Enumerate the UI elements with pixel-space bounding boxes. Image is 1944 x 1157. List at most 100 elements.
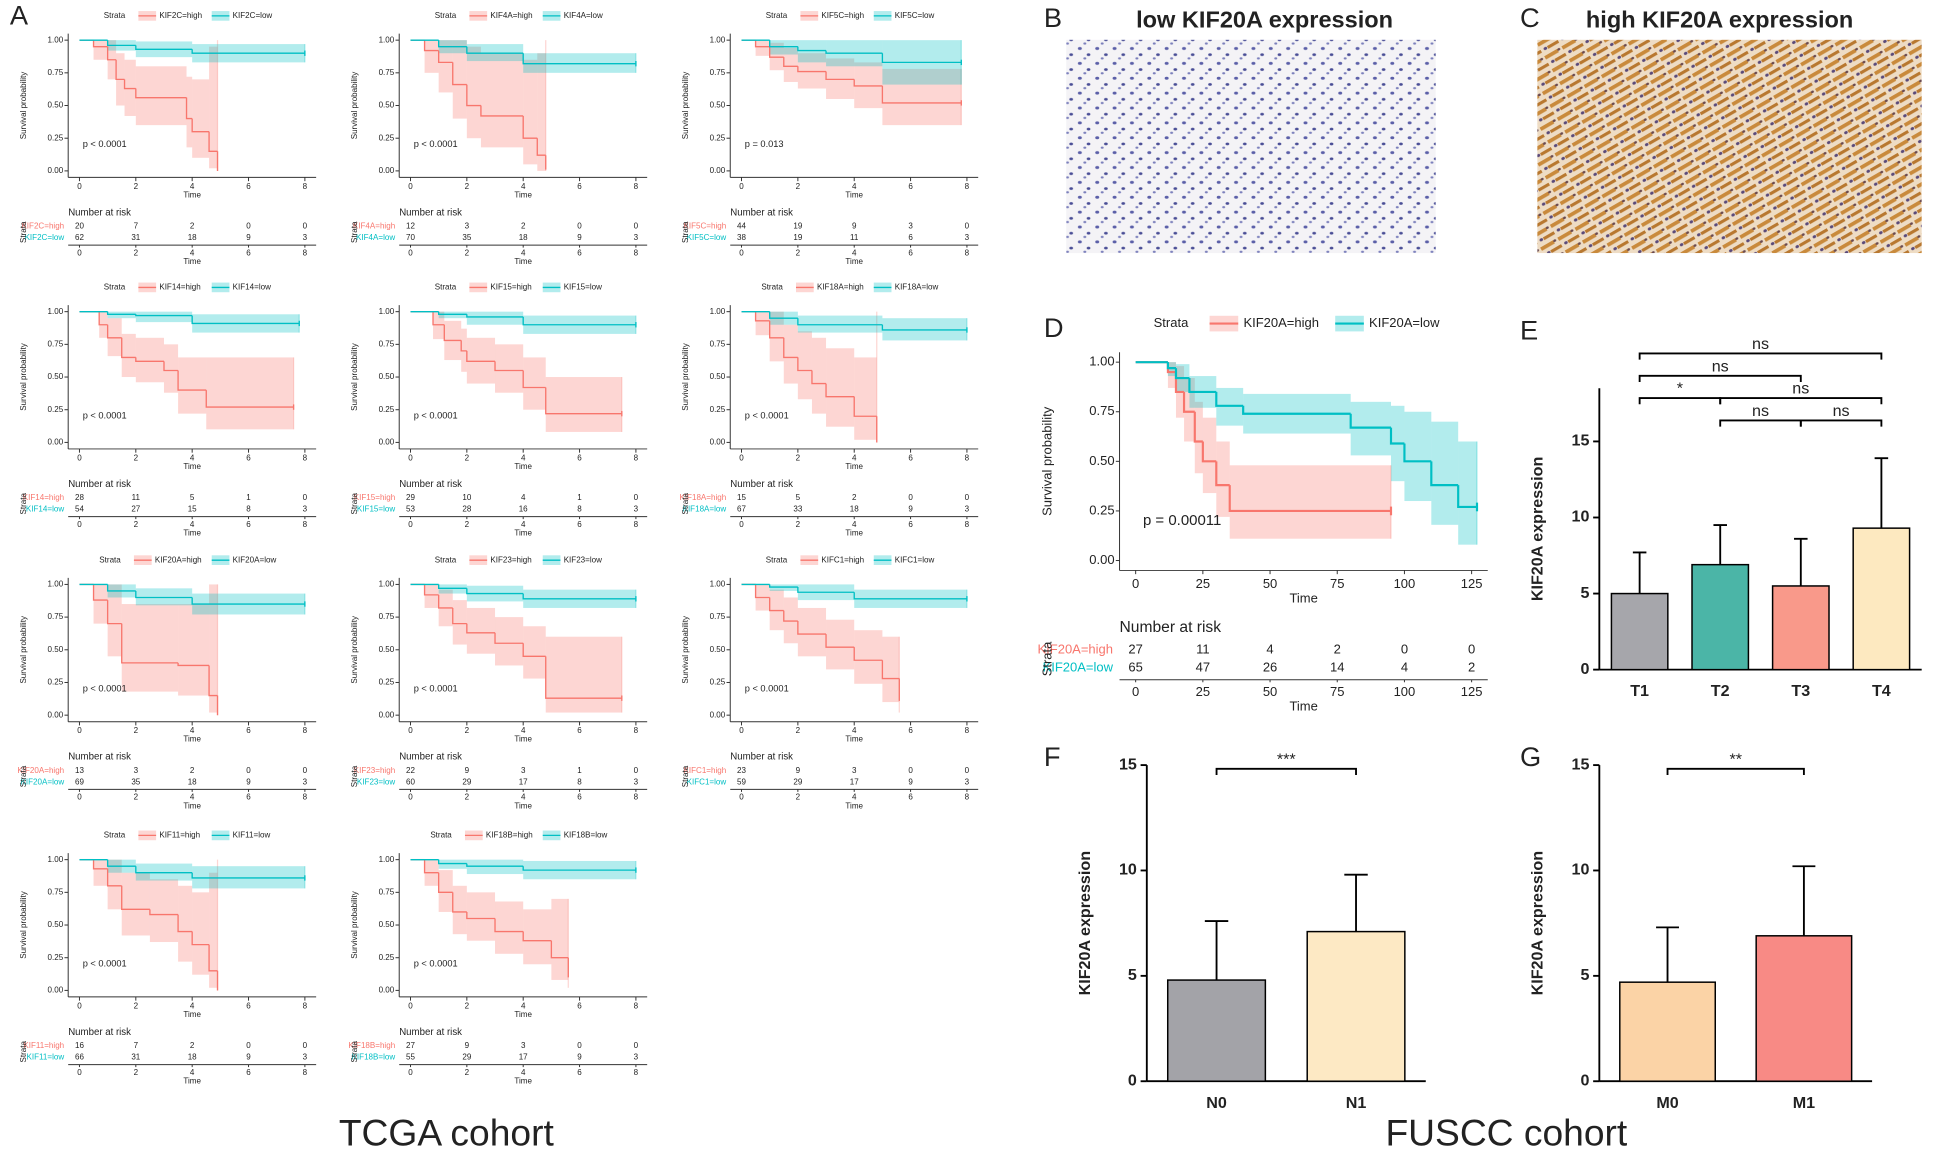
risk-count: 53 — [406, 505, 415, 514]
legend-label: KIFC1=high — [821, 555, 864, 564]
p-value: p < 0.0001 — [83, 959, 127, 969]
x-tick-label: 8 — [303, 182, 308, 191]
significance-label: ** — [1729, 750, 1742, 768]
survival-step — [208, 944, 218, 972]
x-tick-label: 0 — [77, 453, 82, 462]
risk-count: 8 — [577, 505, 582, 514]
risk-table-tick-label: 2 — [134, 1068, 139, 1077]
risk-row-label: KIF15=low — [357, 505, 395, 514]
x-tick-label: 8 — [303, 453, 308, 462]
p-value: p < 0.0001 — [414, 411, 458, 421]
survival-step — [177, 370, 207, 391]
panel-label: B — [1044, 2, 1062, 33]
risk-count: 3 — [634, 777, 639, 786]
risk-count: 5 — [796, 493, 801, 502]
risk-table-x-title: Time — [514, 1077, 532, 1086]
risk-count: 3 — [965, 777, 970, 786]
significance-bracket — [1799, 419, 1883, 427]
risk-count: 35 — [131, 777, 140, 786]
risk-count: 60 — [406, 777, 415, 786]
bar — [1755, 935, 1853, 1082]
bar — [1306, 930, 1406, 1082]
confidence-band — [783, 47, 798, 82]
risk-count: 27 — [406, 1041, 415, 1050]
risk-table-tick-label: 0 — [1132, 684, 1139, 699]
risk-count: 62 — [75, 233, 84, 242]
confidence-band — [178, 604, 210, 696]
confidence-band — [424, 584, 439, 608]
survival-step — [1215, 391, 1244, 407]
y-tick-label: 0.75 — [379, 612, 395, 621]
survival-step — [135, 45, 193, 50]
risk-count: 9 — [908, 777, 913, 786]
confidence-band — [121, 333, 136, 378]
confidence-band — [1458, 441, 1478, 545]
risk-count: 18 — [188, 777, 197, 786]
significance-label: ns — [1752, 402, 1769, 420]
survival-step — [550, 940, 569, 959]
risk-table-title: Number at risk — [68, 1027, 131, 1038]
survival-step — [769, 584, 798, 588]
risk-count: 9 — [577, 233, 582, 242]
survival-step — [825, 383, 855, 398]
significance-label: * — [1677, 380, 1684, 398]
risk-count: 0 — [634, 222, 639, 231]
confidence-band — [826, 619, 855, 670]
x-tick-label: 6 — [246, 182, 251, 191]
x-tick-label: 2 — [796, 726, 801, 735]
x-tick-label: 0 — [77, 726, 82, 735]
y-axis-title: Survival probability — [681, 616, 690, 684]
x-tick-label: 6 — [908, 182, 913, 191]
risk-table-tick-label: 8 — [303, 248, 308, 257]
x-tick-label: 6 — [246, 453, 251, 462]
confidence-band — [466, 607, 496, 654]
survival-step — [185, 97, 193, 120]
y-tick-label: 15 — [1571, 432, 1589, 450]
survival-step — [522, 316, 636, 326]
risk-table-tick-label: 2 — [134, 248, 139, 257]
y-axis-title: Survival probability — [350, 343, 359, 411]
y-tick-label: 1.00 — [379, 580, 395, 589]
risk-table-ylabel: Strata — [19, 221, 28, 243]
y-tick-label: 0.00 — [710, 438, 726, 447]
confidence-band — [811, 337, 827, 414]
risk-count: 3 — [134, 766, 139, 775]
risk-table-tick-label: 6 — [577, 793, 582, 802]
y-axis-title: Survival probability — [681, 343, 690, 411]
risk-table-title: Number at risk — [68, 479, 131, 490]
risk-count: 13 — [75, 766, 84, 775]
risk-count: 19 — [793, 233, 802, 242]
x-tick-label: 0 — [408, 182, 413, 191]
legend-label: KIF23=high — [490, 555, 531, 564]
risk-count: 4 — [1266, 641, 1273, 656]
confidence-band — [882, 636, 900, 703]
y-tick-label: 0.00 — [48, 438, 64, 447]
x-axis-title: Time — [183, 190, 201, 199]
x-tick-label: T4 — [1872, 682, 1891, 700]
survival-step — [881, 660, 900, 680]
risk-table-tick-label: 8 — [965, 248, 970, 257]
panel-label: E — [1520, 315, 1538, 346]
risk-table-title: Number at risk — [399, 1027, 462, 1038]
y-tick-label: 0.50 — [1089, 453, 1114, 468]
risk-table-tick-label: 6 — [246, 1068, 251, 1077]
risk-table-tick-label: 4 — [521, 248, 526, 257]
risk-count: 16 — [75, 1041, 84, 1050]
survival-step — [106, 600, 122, 625]
y-tick-label: 1.00 — [379, 855, 395, 864]
x-tick-label: 0 — [739, 182, 744, 191]
risk-table-title: Number at risk — [68, 752, 131, 763]
survival-step — [106, 868, 122, 887]
survival-step — [545, 656, 622, 699]
risk-table-tick-label: 4 — [852, 520, 857, 529]
risk-row-label: KIF11=high — [23, 1041, 64, 1050]
risk-table-ylabel: Strata — [350, 1040, 359, 1062]
risk-table-title: Number at risk — [730, 207, 793, 218]
risk-table-tick-label: 6 — [908, 520, 913, 529]
x-tick-label: 2 — [134, 726, 139, 735]
risk-table-tick-label: 6 — [246, 793, 251, 802]
y-tick-label: 0.00 — [379, 438, 395, 447]
y-tick-label: 0.75 — [379, 887, 395, 896]
y-tick-label: 0.25 — [710, 678, 726, 687]
risk-row-label: KIF18A=high — [679, 493, 726, 502]
